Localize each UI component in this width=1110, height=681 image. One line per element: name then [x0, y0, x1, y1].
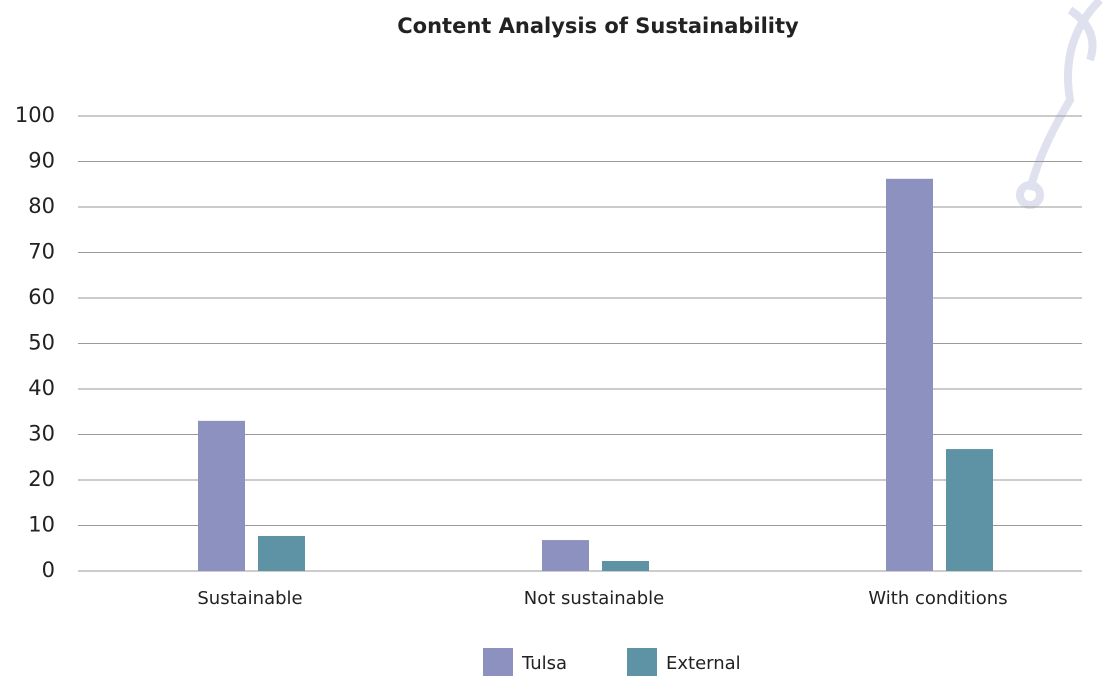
x-tick-label: With conditions — [868, 588, 1007, 609]
y-tick-label: 100 — [15, 103, 55, 127]
bar — [946, 449, 993, 571]
y-tick-label: 80 — [28, 194, 55, 218]
y-tick-label: 70 — [28, 240, 55, 264]
bar — [258, 535, 305, 571]
legend-label: External — [666, 653, 741, 674]
bar — [542, 540, 589, 571]
y-tick-label: 60 — [28, 285, 55, 309]
y-tick-label: 20 — [28, 467, 55, 491]
y-tick-label: 50 — [28, 331, 55, 355]
legend-label: Tulsa — [521, 653, 567, 674]
bar — [602, 560, 649, 571]
watermark — [1016, 0, 1103, 209]
bar — [198, 420, 245, 571]
y-tick-label: 30 — [28, 422, 55, 446]
x-tick-label: Not sustainable — [524, 588, 664, 609]
x-tick-label: Sustainable — [197, 588, 302, 609]
chart-title: Content Analysis of Sustainability — [397, 14, 799, 38]
legend-swatch — [627, 648, 657, 676]
y-tick-label: 0 — [42, 558, 55, 582]
y-tick-label: 90 — [28, 149, 55, 173]
y-tick-label: 40 — [28, 376, 55, 400]
legend-swatch — [483, 648, 513, 676]
bar — [886, 178, 933, 572]
y-tick-label: 10 — [28, 513, 55, 537]
